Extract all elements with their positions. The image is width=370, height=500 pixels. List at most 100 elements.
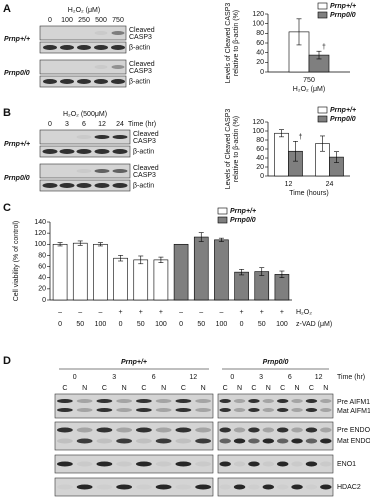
y-axis-label: Cell viability (% of control) xyxy=(13,221,20,302)
blot-band xyxy=(175,485,191,490)
blot-band xyxy=(76,399,93,403)
blot-band xyxy=(248,399,260,403)
blot-band xyxy=(112,169,128,173)
blot-band xyxy=(43,169,58,173)
blot-band xyxy=(76,149,92,154)
blot-band xyxy=(59,183,75,188)
blot-band xyxy=(291,484,303,490)
blot-band xyxy=(135,438,152,444)
panel-letter: B xyxy=(3,107,11,119)
blot-band xyxy=(96,461,113,467)
lane-label: 12 xyxy=(98,121,106,128)
band-label: β-actin xyxy=(129,44,150,51)
blot-band xyxy=(112,183,128,188)
y-tick-label: 120 xyxy=(252,11,264,18)
panel-letter: C xyxy=(3,202,11,214)
blot-band xyxy=(175,427,192,433)
time-label: 6 xyxy=(288,374,292,381)
axis-unit: Time (hr) xyxy=(337,374,365,381)
blot-band xyxy=(96,427,113,433)
blot-band xyxy=(76,169,92,173)
legend-swatch xyxy=(317,115,328,123)
blot-band xyxy=(135,408,152,412)
blot-band xyxy=(155,484,172,490)
band-label: β-actin xyxy=(133,148,154,155)
blot-band xyxy=(175,438,192,444)
blot-band xyxy=(44,65,57,69)
legend-swatch xyxy=(217,207,228,215)
x-axis-label: Time (hours) xyxy=(289,190,328,197)
panel-letter: D xyxy=(3,355,11,367)
blot-band xyxy=(248,427,260,433)
blot-band xyxy=(96,485,112,490)
blot-band xyxy=(135,399,152,403)
y-axis-label: relative to β-actin (%) xyxy=(233,116,240,182)
blot-band xyxy=(60,45,74,50)
blot-band xyxy=(195,461,212,467)
band-label: CASP3 xyxy=(133,172,156,179)
blot-band xyxy=(219,399,231,403)
blot-band xyxy=(94,149,110,154)
blot-band xyxy=(262,461,275,467)
blot-band xyxy=(262,484,275,490)
blot-band xyxy=(320,399,332,403)
y-axis-label: Levels of Cleaved CASP3 xyxy=(225,109,232,190)
blot-band xyxy=(155,427,172,433)
annotation: † xyxy=(299,134,303,141)
lane-label: 24 xyxy=(116,121,124,128)
time-label: 12 xyxy=(189,374,197,381)
y-axis-label: Levels of Cleaved CASP3 xyxy=(225,3,232,84)
x-tick-label: + xyxy=(119,309,123,316)
blot-band xyxy=(233,461,246,467)
blot-band xyxy=(111,79,125,84)
blot-band xyxy=(76,438,93,444)
bar xyxy=(193,236,209,301)
blot-band xyxy=(116,484,133,490)
y-tick-label: 40 xyxy=(256,155,264,162)
legend-swatch xyxy=(317,11,328,19)
blot xyxy=(217,393,334,419)
blot-band xyxy=(76,408,93,412)
legend-label: Prnp0/0 xyxy=(330,12,356,19)
y-tick-label: 80 xyxy=(256,137,264,144)
legend-swatch xyxy=(317,2,328,10)
y-tick-label: 60 xyxy=(256,146,264,153)
blot-band xyxy=(291,399,303,403)
blot-band xyxy=(233,408,246,412)
bar xyxy=(52,243,68,301)
blot-band xyxy=(135,461,152,467)
y-axis-label: relative to β-actin (%) xyxy=(233,10,240,76)
blot-band xyxy=(277,485,289,490)
blot-band xyxy=(291,427,303,433)
x-tick-label: 0 xyxy=(119,321,123,328)
blot-band xyxy=(276,461,289,467)
x-tick-label: 0 xyxy=(240,321,244,328)
blot xyxy=(217,454,334,474)
blot xyxy=(54,477,214,497)
blot-band xyxy=(262,408,275,412)
annotation: † xyxy=(322,44,326,51)
blot-band xyxy=(305,438,318,444)
blot-band xyxy=(320,438,332,444)
blot-band xyxy=(60,79,74,84)
band-label: CASP3 xyxy=(129,34,152,41)
blot-band xyxy=(155,461,172,467)
lane-label: 3 xyxy=(65,121,69,128)
fraction-label: N xyxy=(161,385,166,392)
blot-band xyxy=(175,461,192,467)
y-tick-label: 40 xyxy=(256,50,264,57)
blot-band xyxy=(94,169,110,173)
genotype-label: Prnp0/0 xyxy=(4,175,30,182)
legend-swatch xyxy=(217,216,228,224)
blot-band xyxy=(42,149,58,154)
bar xyxy=(173,243,189,301)
x-tick-label: 0 xyxy=(58,321,62,328)
blot-band xyxy=(195,399,212,403)
y-tick-label: 100 xyxy=(252,21,264,28)
blot-band xyxy=(320,484,332,490)
blot-band xyxy=(56,408,73,412)
blot-band xyxy=(56,427,73,433)
band-label: ENO1 xyxy=(337,461,356,468)
fraction-label: C xyxy=(251,385,256,392)
blot-band xyxy=(175,408,192,412)
